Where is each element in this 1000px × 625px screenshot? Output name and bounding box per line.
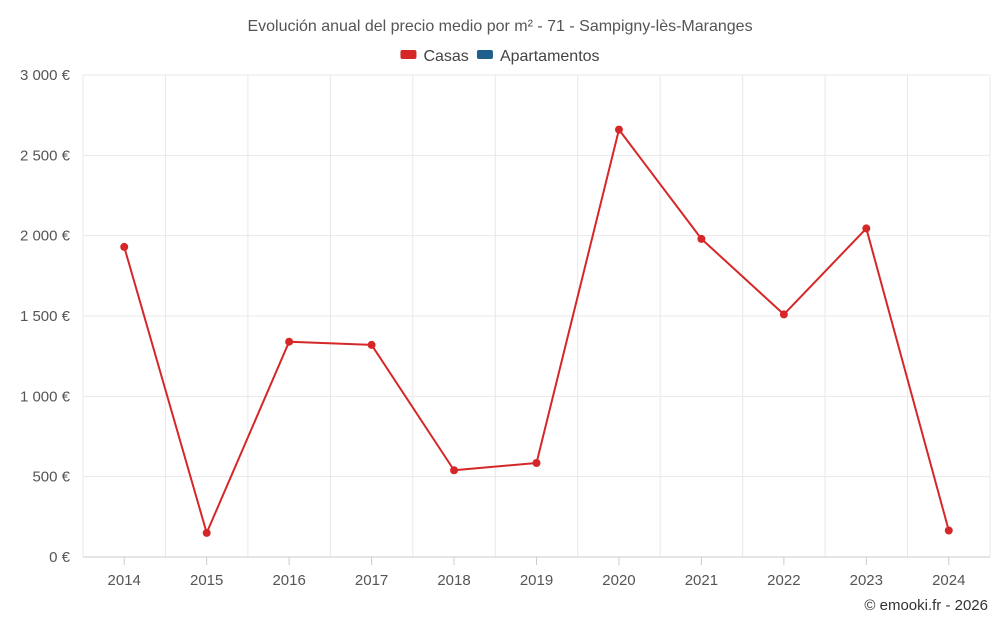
credit-text: © emooki.fr - 2026 [864, 597, 988, 614]
x-tick-label: 2015 [190, 572, 223, 589]
data-point[interactable] [944, 526, 953, 535]
data-point[interactable] [367, 340, 376, 349]
data-point[interactable] [120, 242, 129, 251]
data-point[interactable] [697, 234, 706, 243]
legend-label: Casas [423, 48, 468, 65]
x-tick-label: 2020 [602, 572, 635, 589]
data-point[interactable] [202, 528, 211, 537]
y-tick-label: 0 € [49, 549, 71, 566]
legend: Casas Apartamentos [400, 48, 600, 65]
gridlines [82, 74, 991, 557]
data-point[interactable] [862, 224, 871, 233]
data-point[interactable] [532, 459, 541, 468]
data-point[interactable] [285, 337, 294, 346]
data-point[interactable] [779, 310, 788, 319]
y-tick-label: 500 € [32, 469, 70, 486]
x-tick-label: 2014 [108, 572, 141, 589]
x-tick-label: 2018 [437, 572, 470, 589]
x-tick-label: 2022 [767, 572, 800, 589]
y-tick-label: 2 500 € [20, 147, 71, 164]
y-axis: 0 € 500 € 1 000 € 1 500 € 2 000 € 2 500 € 3 00… [20, 67, 71, 566]
series-layer [120, 125, 953, 537]
x-tick-label: 2016 [272, 572, 305, 589]
chart-title: Evolución anual del precio medio por m² … [247, 18, 752, 35]
data-point[interactable] [614, 125, 623, 134]
legend-label: Apartamentos [500, 48, 600, 65]
y-tick-label: 3 000 € [20, 67, 71, 84]
y-tick-label: 1 500 € [20, 308, 71, 325]
x-tick-label: 2023 [850, 572, 883, 589]
legend-swatch [400, 50, 417, 59]
legend-item-casas[interactable]: Casas [400, 48, 469, 65]
series-casas [120, 125, 953, 537]
data-point[interactable] [450, 466, 459, 475]
x-tick-label: 2017 [355, 572, 388, 589]
y-tick-label: 1 000 € [20, 388, 71, 405]
x-tick-label: 2024 [932, 572, 965, 589]
x-tick-label: 2019 [520, 572, 553, 589]
y-tick-label: 2 000 € [20, 228, 71, 245]
legend-swatch [476, 50, 493, 59]
x-tick-label: 2021 [685, 572, 718, 589]
x-axis: 2014 2015 2016 2017 2018 2019 2020 2021 2022 2023… [83, 556, 990, 589]
legend-item-apartamentos[interactable]: Apartamentos [476, 48, 600, 65]
